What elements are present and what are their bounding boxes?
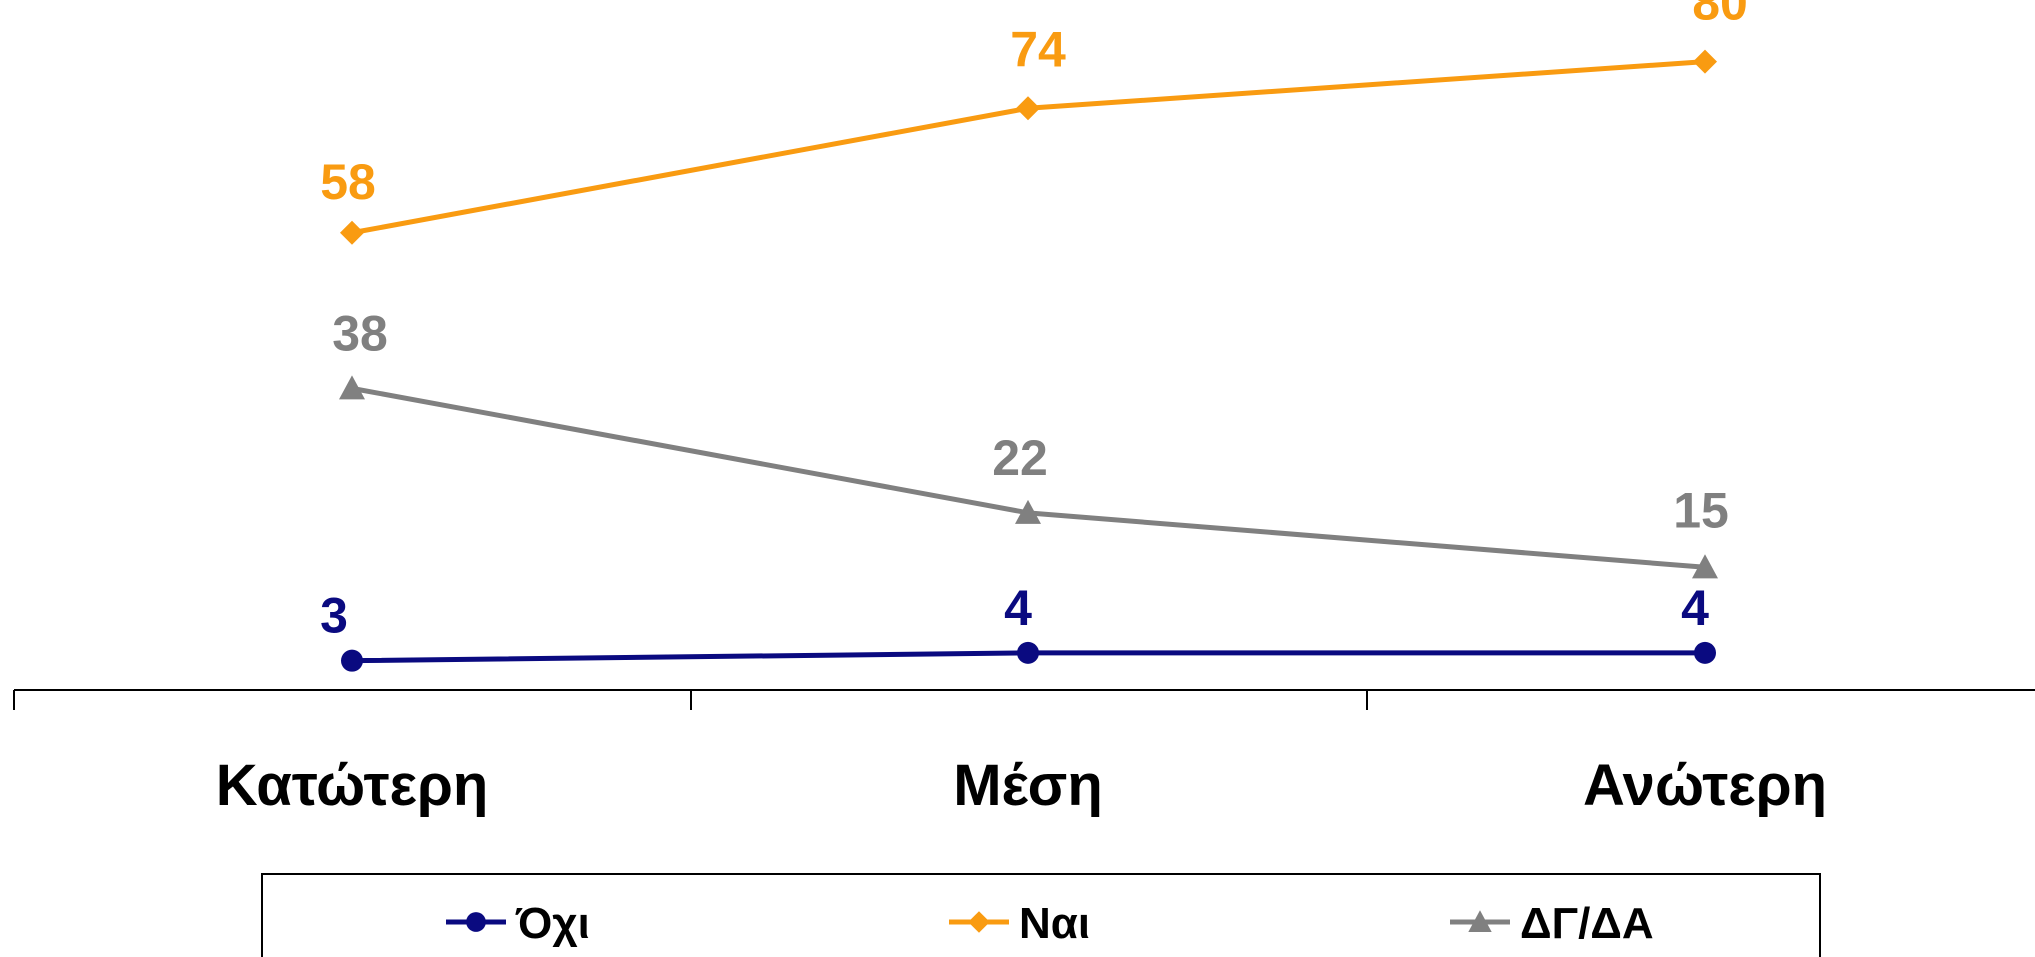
data-label: 58 <box>320 154 376 210</box>
data-point-marker <box>341 649 363 672</box>
data-label: 4 <box>1681 580 1709 636</box>
data-point-marker <box>1468 910 1492 932</box>
data-point-marker <box>1017 641 1039 664</box>
series-1: 58 74 80 <box>320 0 1748 245</box>
legend: Όχι Ναι ΔΓ/ΔΑ <box>261 873 1821 957</box>
data-label: 3 <box>320 588 348 644</box>
data-label: 74 <box>1010 21 1066 77</box>
data-label: 80 <box>1692 0 1748 31</box>
data-point-marker <box>968 911 990 933</box>
x-tick-label: Μέση <box>953 753 1103 818</box>
data-point-marker <box>340 220 364 245</box>
legend-label: Ναι <box>1019 899 1090 948</box>
legend-item: Ναι <box>949 899 1090 948</box>
data-point-marker <box>466 912 486 932</box>
data-point-marker <box>339 375 365 400</box>
data-point-marker <box>1694 641 1716 664</box>
x-tick-label: Κατώτερη <box>216 753 489 818</box>
data-point-marker <box>1692 554 1718 579</box>
series-layer: 3 4 4 58 74 80 38 22 15 <box>320 0 1748 672</box>
legend-label: Όχι <box>515 899 590 948</box>
data-point-marker <box>1015 499 1041 524</box>
data-point-marker <box>1693 49 1717 74</box>
series-0: 3 4 4 <box>320 580 1716 672</box>
legend-item: Όχι <box>446 899 590 948</box>
series-2: 38 22 15 <box>332 305 1729 579</box>
x-axis: Κατώτερη Μέση Ανώτερη <box>13 689 2035 818</box>
series-line <box>351 59 1706 236</box>
legend-label: ΔΓ/ΔΑ <box>1520 899 1654 948</box>
legend-item: ΔΓ/ΔΑ <box>1450 899 1654 948</box>
data-label: 4 <box>1004 580 1032 636</box>
x-tick-label: Ανώτερη <box>1583 753 1827 818</box>
data-label: 38 <box>332 305 388 361</box>
data-label: 22 <box>992 430 1048 486</box>
legend-box <box>261 873 1821 957</box>
data-label: 15 <box>1673 482 1729 538</box>
data-point-marker <box>1016 96 1040 121</box>
